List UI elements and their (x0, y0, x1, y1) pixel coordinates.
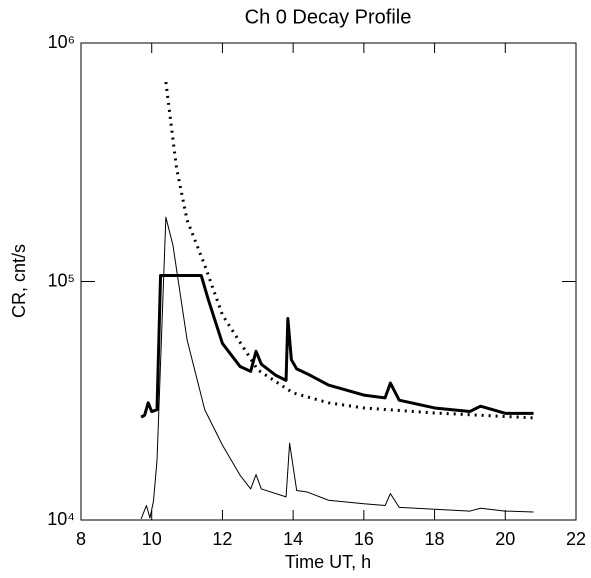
y-axis-label: CR, cnt/s (9, 244, 29, 318)
series-line (140, 273, 534, 419)
y-tick-label: 10⁵ (48, 270, 75, 290)
x-tick-label: 12 (212, 529, 232, 549)
series-line (140, 216, 534, 520)
x-tick-label: 18 (425, 529, 445, 549)
x-tick-label: 10 (142, 529, 162, 549)
x-tick-label: 16 (354, 529, 374, 549)
x-tick-label: 22 (566, 529, 586, 549)
plot-frame (80, 42, 577, 521)
x-tick-label: 14 (283, 529, 303, 549)
y-tick-label: 10⁶ (48, 32, 75, 52)
x-tick-label: 8 (76, 529, 86, 549)
series-line (164, 81, 534, 420)
x-axis-label: Time UT, h (285, 552, 371, 572)
x-tick-label: 20 (495, 529, 515, 549)
y-tick-label: 10⁴ (47, 509, 75, 529)
chart-title: Ch 0 Decay Profile (245, 6, 412, 28)
